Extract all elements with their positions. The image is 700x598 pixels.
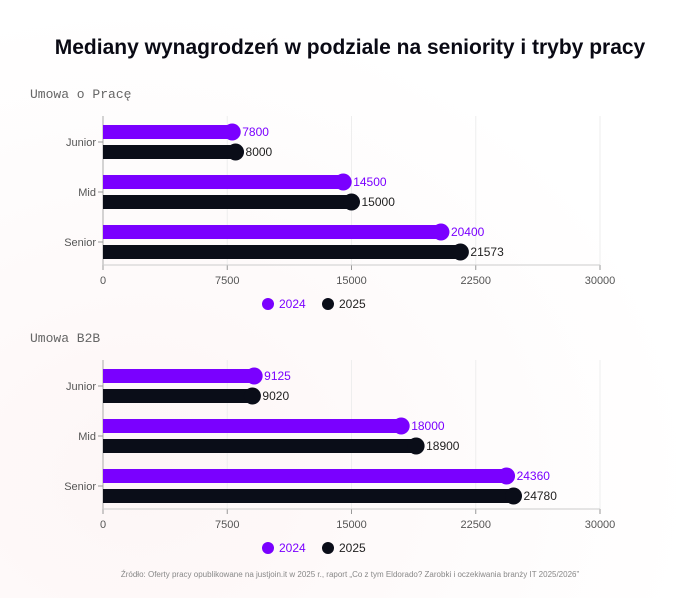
bar-2025 bbox=[103, 145, 236, 159]
y-tick-label: Mid bbox=[78, 187, 96, 199]
data-label: 18000 bbox=[411, 419, 445, 433]
data-label: 9125 bbox=[264, 369, 291, 383]
legend-label: 2024 bbox=[279, 541, 306, 555]
bar-end-2025 bbox=[227, 143, 245, 161]
x-tick-label: 7500 bbox=[215, 519, 239, 531]
data-label: 20400 bbox=[451, 225, 485, 239]
bar-2024 bbox=[103, 125, 233, 139]
bar-2025 bbox=[103, 245, 461, 259]
legend-marker bbox=[322, 542, 334, 554]
x-tick-label: 22500 bbox=[460, 519, 491, 531]
y-tick-label: Senior bbox=[64, 481, 96, 493]
chart-title: Umowa B2B bbox=[30, 331, 100, 346]
bar-2024 bbox=[103, 369, 255, 383]
data-label: 21573 bbox=[470, 245, 504, 259]
legend-marker bbox=[262, 542, 274, 554]
x-tick-label: 30000 bbox=[585, 519, 616, 531]
bar-end-2025 bbox=[451, 243, 469, 261]
x-tick-label: 0 bbox=[100, 275, 106, 287]
legend-label: 2025 bbox=[339, 541, 366, 555]
bar-end-2024 bbox=[392, 417, 410, 435]
bar-end-2024 bbox=[498, 467, 516, 485]
bar-2025 bbox=[103, 389, 253, 403]
data-label: 24780 bbox=[524, 489, 558, 503]
bar-end-2025 bbox=[407, 437, 425, 455]
legend-marker bbox=[262, 298, 274, 310]
page-title: Mediany wynagrodzeń w podziale na senior… bbox=[54, 36, 646, 59]
data-label: 15000 bbox=[362, 195, 396, 209]
data-label: 7800 bbox=[242, 125, 269, 139]
bar-end-2024 bbox=[432, 223, 450, 241]
y-tick-label: Mid bbox=[78, 431, 96, 443]
bar-end-2024 bbox=[223, 123, 241, 141]
y-tick-label: Junior bbox=[66, 381, 96, 393]
data-label: 8000 bbox=[246, 145, 273, 159]
y-tick-label: Senior bbox=[64, 237, 96, 249]
bar-2025 bbox=[103, 195, 352, 209]
bar-2024 bbox=[103, 175, 344, 189]
x-tick-label: 15000 bbox=[336, 275, 367, 287]
legend-label: 2025 bbox=[339, 297, 366, 311]
x-tick-label: 0 bbox=[100, 519, 106, 531]
x-tick-label: 15000 bbox=[336, 519, 367, 531]
bar-end-2025 bbox=[243, 387, 261, 405]
source-note: Źródło: Oferty pracy opublikowane na jus… bbox=[120, 570, 580, 579]
bar-end-2024 bbox=[334, 173, 352, 191]
bar-2024 bbox=[103, 225, 441, 239]
data-label: 9020 bbox=[262, 389, 289, 403]
legend-marker bbox=[322, 298, 334, 310]
y-tick-label: Junior bbox=[66, 137, 96, 149]
bar-2025 bbox=[103, 489, 514, 503]
x-tick-label: 30000 bbox=[585, 275, 616, 287]
x-tick-label: 22500 bbox=[460, 275, 491, 287]
data-label: 24360 bbox=[517, 469, 551, 483]
data-label: 14500 bbox=[353, 175, 387, 189]
x-tick-label: 7500 bbox=[215, 275, 239, 287]
bar-end-2025 bbox=[343, 193, 360, 211]
bar-end-2024 bbox=[245, 367, 263, 385]
legend-label: 2024 bbox=[279, 297, 306, 311]
bar-2024 bbox=[103, 419, 402, 433]
bar-2025 bbox=[103, 439, 417, 453]
chart-title: Umowa o Pracę bbox=[30, 87, 131, 102]
data-label: 18900 bbox=[426, 439, 460, 453]
bar-end-2025 bbox=[505, 487, 523, 505]
bar-2024 bbox=[103, 469, 507, 483]
